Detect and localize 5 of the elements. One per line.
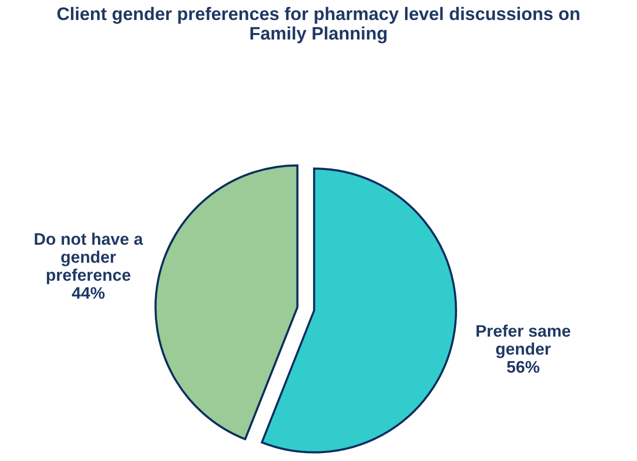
- chart-title: Client gender preferences for pharmacy level discussions on Family Planning: [57, 6, 580, 44]
- data-label: 44%: [72, 287, 105, 299]
- data-label: 56%: [507, 361, 540, 373]
- slice-label: Prefer same gender: [476, 324, 570, 358]
- slice-label: Do not have a gender preference: [34, 232, 144, 284]
